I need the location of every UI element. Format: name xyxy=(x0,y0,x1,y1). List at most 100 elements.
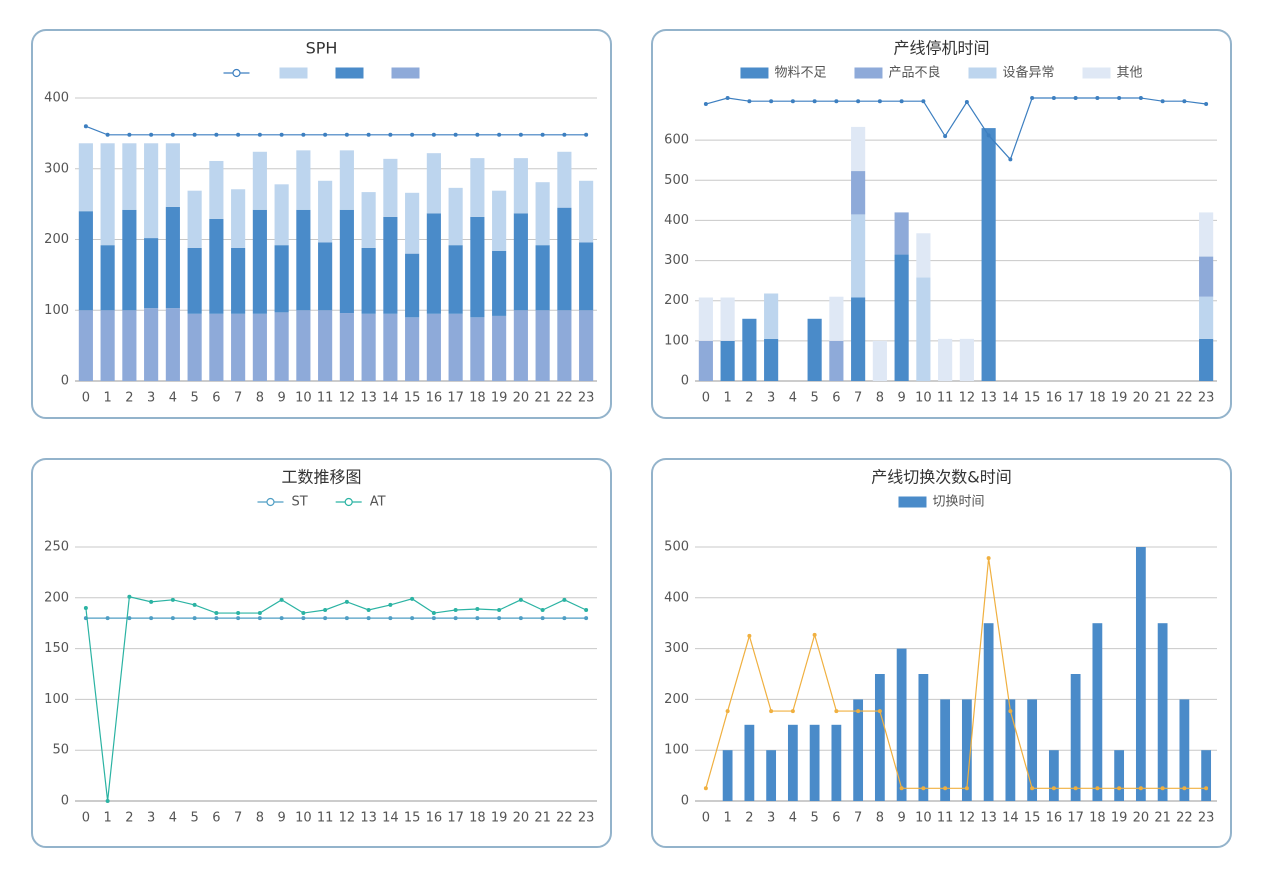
line-point xyxy=(584,607,589,612)
line-point xyxy=(1182,786,1187,791)
line xyxy=(85,596,587,802)
line-point xyxy=(790,99,795,104)
line xyxy=(85,125,587,136)
bar xyxy=(851,126,866,172)
line-point xyxy=(703,786,708,791)
y-tick-label: 50 xyxy=(52,743,69,758)
bar xyxy=(1135,547,1146,801)
legend-symbol xyxy=(232,68,241,78)
bar xyxy=(339,209,354,314)
bar xyxy=(1199,256,1214,297)
bar xyxy=(492,250,507,316)
x-tick-label: 2 xyxy=(745,811,753,826)
x-tick-label: 1 xyxy=(103,811,111,826)
legend-item: 设备异常 xyxy=(968,65,1055,81)
bar xyxy=(1092,623,1103,801)
x-tick-label: 0 xyxy=(82,811,90,826)
x-tick-label: 12 xyxy=(339,391,356,406)
bar xyxy=(252,209,267,314)
line-point xyxy=(899,786,904,791)
x-tick-label: 21 xyxy=(534,391,551,406)
legend-item xyxy=(279,67,308,79)
line-point xyxy=(584,132,589,137)
bar xyxy=(851,297,866,381)
y-tick-label: 300 xyxy=(664,253,689,268)
x-tick-label: 14 xyxy=(1002,811,1019,826)
bar xyxy=(983,623,994,801)
bar xyxy=(144,238,159,309)
bar xyxy=(742,318,757,381)
bar xyxy=(535,182,550,246)
bar xyxy=(1157,623,1168,801)
line-point xyxy=(236,611,241,616)
y-tick-label: 300 xyxy=(44,161,69,176)
bar xyxy=(959,338,974,381)
line-point xyxy=(1095,786,1100,791)
line-point xyxy=(236,616,241,621)
x-tick-label: 1 xyxy=(723,811,731,826)
line-point xyxy=(790,709,795,714)
line-point xyxy=(877,99,882,104)
line-point xyxy=(301,616,306,621)
line-point xyxy=(388,602,393,607)
x-tick-label: 5 xyxy=(810,391,818,406)
bar xyxy=(209,218,224,314)
line-point xyxy=(921,99,926,104)
x-tick-label: 9 xyxy=(897,811,905,826)
line-point xyxy=(1008,709,1013,714)
line-point xyxy=(236,132,241,137)
bar xyxy=(853,699,864,801)
legend-symbol xyxy=(898,496,927,508)
bar xyxy=(1114,750,1125,801)
bar xyxy=(78,143,93,212)
line-point xyxy=(453,616,458,621)
line-point xyxy=(1030,786,1035,791)
bar xyxy=(744,724,755,801)
bar xyxy=(318,242,333,311)
bar xyxy=(318,180,333,243)
x-tick-label: 10 xyxy=(295,391,312,406)
x-tick-label: 11 xyxy=(937,811,954,826)
x-tick-label: 22 xyxy=(1176,811,1193,826)
bar xyxy=(1201,750,1212,801)
y-tick-label: 300 xyxy=(664,641,689,656)
bar xyxy=(274,245,289,313)
bar xyxy=(579,180,594,243)
line-point xyxy=(540,607,545,612)
bar xyxy=(809,724,820,801)
line-point xyxy=(301,611,306,616)
bar xyxy=(100,143,115,246)
bar xyxy=(100,310,115,381)
line-point xyxy=(279,616,284,621)
line-point xyxy=(1008,157,1013,162)
line-point xyxy=(877,709,882,714)
line-point xyxy=(410,616,415,621)
line-point xyxy=(1204,786,1209,791)
line-point xyxy=(497,616,502,621)
x-tick-label: 10 xyxy=(915,811,932,826)
line-point xyxy=(105,132,110,137)
chart-title: 工数推移图 xyxy=(281,468,361,487)
legend-label: 设备异常 xyxy=(1003,65,1055,81)
x-tick-label: 18 xyxy=(469,391,486,406)
x-tick-label: 2 xyxy=(745,391,753,406)
bar xyxy=(187,247,202,314)
x-tick-label: 8 xyxy=(256,391,264,406)
bar xyxy=(720,340,735,381)
bar xyxy=(426,153,441,214)
y-tick-label: 100 xyxy=(44,303,69,318)
y-tick-label: 500 xyxy=(664,173,689,188)
x-tick-label: 2 xyxy=(125,811,133,826)
bar xyxy=(851,171,866,215)
x-tick-label: 20 xyxy=(1133,391,1150,406)
line-point xyxy=(388,132,393,137)
line-point xyxy=(279,597,284,602)
bar xyxy=(1048,750,1059,801)
line-point xyxy=(1073,96,1078,100)
x-tick-label: 22 xyxy=(556,391,573,406)
x-tick-label: 22 xyxy=(1176,391,1193,406)
bar xyxy=(513,213,528,311)
x-tick-label: 20 xyxy=(513,391,530,406)
x-tick-label: 6 xyxy=(212,811,220,826)
bar xyxy=(961,699,972,801)
